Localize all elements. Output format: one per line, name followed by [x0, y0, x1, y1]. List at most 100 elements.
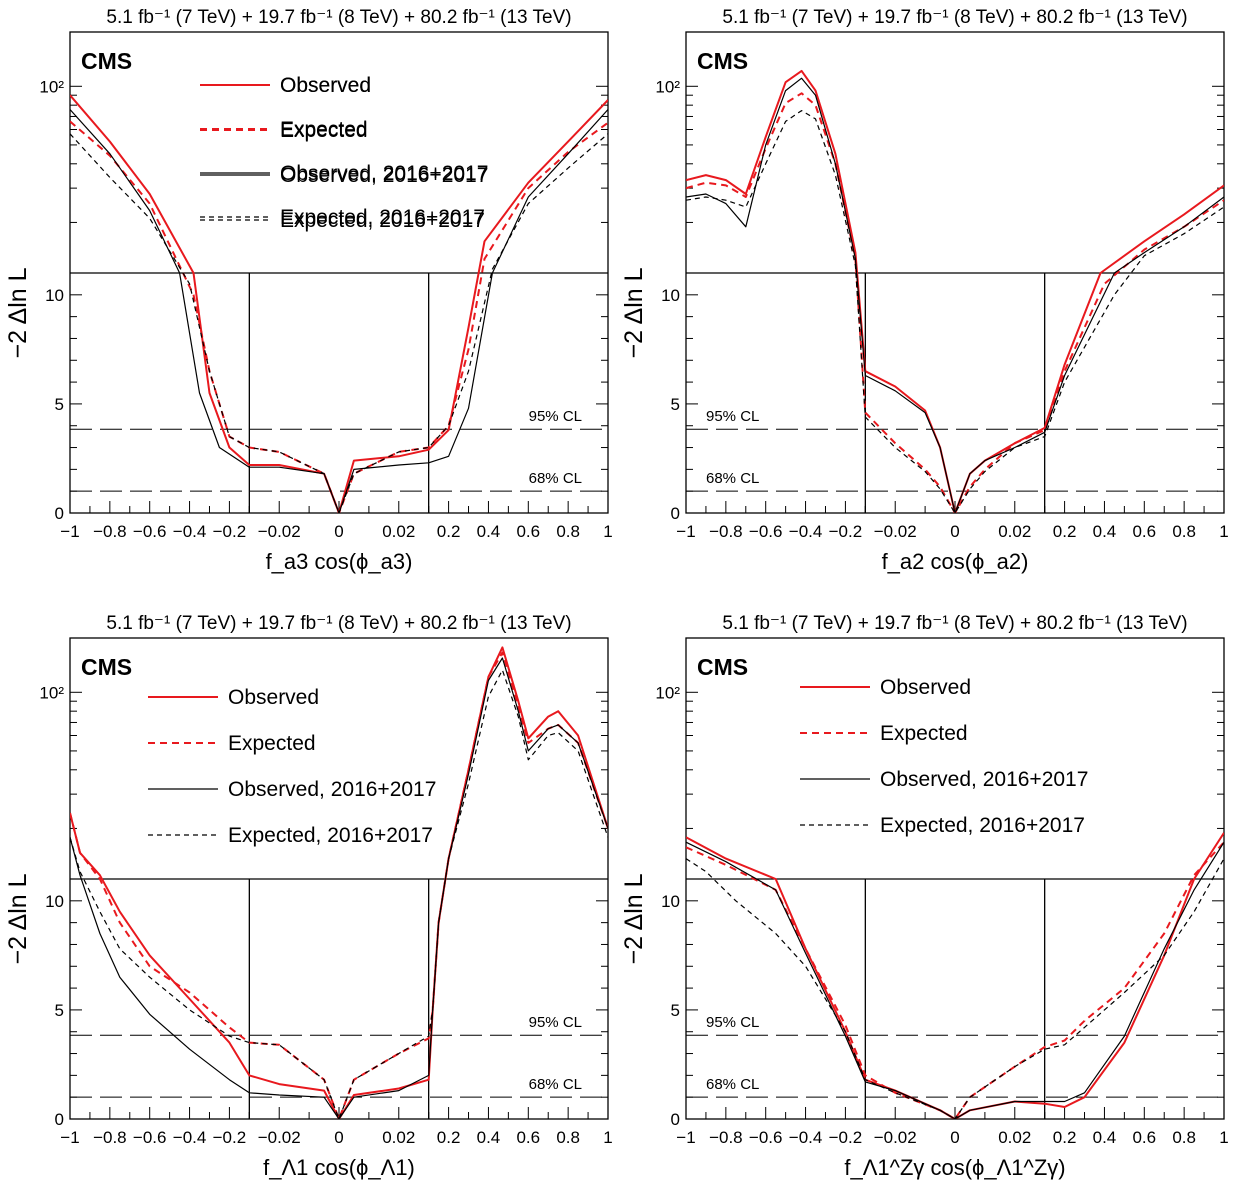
- series-red-dashed: [70, 120, 608, 513]
- x-tick-label: 0: [950, 1128, 959, 1147]
- cl-label: 95% CL: [529, 1014, 582, 1031]
- x-tick-label: −0.02: [258, 522, 301, 541]
- y-tick-label: 10²: [655, 77, 680, 96]
- cl-label: 95% CL: [529, 408, 582, 425]
- y-tick-label: 5: [671, 1001, 680, 1020]
- luminosity-label: 5.1 fb⁻¹ (7 TeV) + 19.7 fb⁻¹ (8 TeV) + 8…: [722, 7, 1187, 28]
- legend-entry: Observed, 2016+2017: [228, 778, 436, 801]
- luminosity-label: 5.1 fb⁻¹ (7 TeV) + 19.7 fb⁻¹ (8 TeV) + 8…: [106, 613, 571, 634]
- legend-entry: Observed: [228, 686, 319, 709]
- luminosity-label: 5.1 fb⁻¹ (7 TeV) + 19.7 fb⁻¹ (8 TeV) + 8…: [106, 7, 571, 28]
- x-tick-label: 0.6: [1132, 522, 1156, 541]
- x-tick-label: 0.2: [1053, 522, 1077, 541]
- x-tick-label: 1: [603, 522, 612, 541]
- x-tick-label: 0.8: [556, 522, 580, 541]
- legend-entry: Expected: [280, 119, 368, 142]
- cl-label: 68% CL: [706, 470, 759, 487]
- legend-entry: Observed: [880, 676, 971, 699]
- y-tick-label: 10: [661, 286, 680, 305]
- x-tick-label: −0.8: [93, 522, 127, 541]
- x-tick-label: −0.2: [213, 1128, 247, 1147]
- x-tick-label: 1: [1219, 522, 1228, 541]
- y-tick-label: 0: [55, 1110, 64, 1129]
- y-axis-label: −2 Δln L: [620, 267, 648, 358]
- legend-entry: Observed, 2016+2017: [280, 164, 488, 187]
- y-tick-label: 5: [671, 395, 680, 414]
- x-tick-label: 0.4: [1093, 1128, 1117, 1147]
- y-axis-label: −2 Δln L: [4, 873, 32, 964]
- x-tick-label: 1: [603, 1128, 612, 1147]
- legend-entry: Observed, 2016+2017: [280, 162, 488, 185]
- x-tick-label: 0.4: [477, 1128, 501, 1147]
- series-red-dashed: [70, 651, 608, 1119]
- x-tick-label: −0.2: [829, 522, 863, 541]
- cl-label: 68% CL: [529, 1076, 582, 1093]
- x-tick-label: −1: [676, 1128, 695, 1147]
- y-tick-label: 10: [661, 892, 680, 911]
- x-tick-label: −0.6: [133, 522, 167, 541]
- y-tick-label: 10: [45, 286, 64, 305]
- x-tick-label: 0.02: [382, 1128, 415, 1147]
- x-tick-label: −1: [60, 1128, 79, 1147]
- x-tick-label: −0.4: [789, 522, 823, 541]
- y-tick-label: 10: [45, 892, 64, 911]
- x-tick-label: 0.02: [998, 522, 1031, 541]
- y-axis-label: −2 Δln L: [4, 267, 32, 358]
- series-black-solid: [686, 841, 1224, 1119]
- legend-entry: Observed, 2016+2017: [880, 768, 1088, 791]
- y-tick-label: 10²: [39, 77, 64, 96]
- y-tick-label: 0: [55, 504, 64, 523]
- cl-label: 95% CL: [706, 408, 759, 425]
- y-tick-label: 10²: [655, 683, 680, 702]
- legend-entry: Expected, 2016+2017: [228, 824, 433, 847]
- x-tick-label: 0: [334, 1128, 343, 1147]
- cms-label: CMS: [697, 48, 748, 74]
- x-tick-label: −0.6: [133, 1128, 167, 1147]
- x-tick-label: −0.02: [874, 1128, 917, 1147]
- cms-label: CMS: [81, 654, 132, 680]
- series-black-dashed: [70, 669, 608, 1119]
- series-red-solid: [70, 646, 608, 1119]
- legend-entry: Expected: [280, 118, 368, 141]
- y-axis-label: −2 Δln L: [620, 873, 648, 964]
- x-tick-label: 0.02: [998, 1128, 1031, 1147]
- legend-entry: Expected, 2016+2017: [280, 209, 485, 232]
- x-tick-label: 0: [950, 522, 959, 541]
- cl-label: 68% CL: [529, 470, 582, 487]
- y-tick-label: 5: [55, 395, 64, 414]
- cms-label: CMS: [81, 48, 132, 74]
- legend-entry: Expected, 2016+2017: [280, 206, 485, 229]
- x-tick-label: 0.6: [516, 522, 540, 541]
- x-tick-label: 0.6: [1132, 1128, 1156, 1147]
- legend-entry: Expected: [880, 722, 968, 745]
- x-tick-label: −0.02: [874, 522, 917, 541]
- x-tick-label: −1: [60, 522, 79, 541]
- x-axis-label: f_a2 cos(ϕ_a2): [882, 549, 1029, 574]
- series-black-solid: [686, 77, 1224, 513]
- cl-label: 95% CL: [706, 1014, 759, 1031]
- x-tick-label: 0.6: [516, 1128, 540, 1147]
- x-tick-label: 0.8: [1172, 1128, 1196, 1147]
- series-red-solid: [70, 94, 608, 513]
- series-black-dashed: [686, 858, 1224, 1119]
- legend-entry: Observed: [280, 74, 371, 97]
- x-axis-label: f_a3 cos(ϕ_a3): [266, 549, 413, 574]
- x-tick-label: −0.2: [213, 522, 247, 541]
- x-tick-label: 0.2: [437, 522, 461, 541]
- x-axis-label: f_Λ1 cos(ϕ_Λ1): [263, 1155, 415, 1180]
- x-tick-label: 0: [334, 522, 343, 541]
- x-tick-label: −0.4: [173, 1128, 207, 1147]
- cms-label: CMS: [697, 654, 748, 680]
- x-tick-label: −1: [676, 522, 695, 541]
- series-black-solid: [70, 109, 608, 513]
- x-tick-label: 0.2: [437, 1128, 461, 1147]
- series-red-dashed: [686, 841, 1224, 1119]
- x-axis-label: f_Λ1^Zγ cos(ϕ_Λ1^Zγ): [844, 1155, 1065, 1180]
- series-red-solid: [686, 69, 1224, 513]
- x-tick-label: −0.8: [93, 1128, 127, 1147]
- x-tick-label: −0.4: [789, 1128, 823, 1147]
